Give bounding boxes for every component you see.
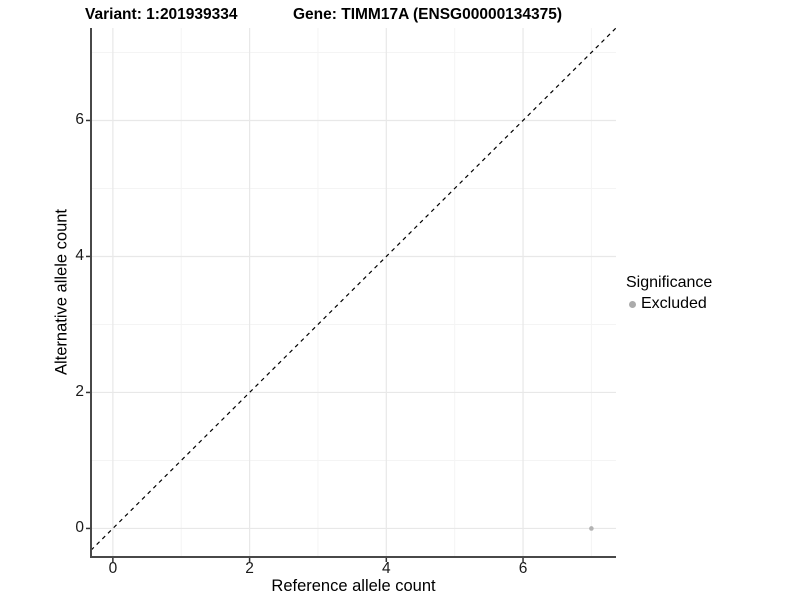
plot-title-variant: Variant: 1:201939334 bbox=[85, 6, 238, 23]
legend: Significance Excluded bbox=[626, 274, 712, 313]
x-axis-title: Reference allele count bbox=[271, 577, 436, 595]
data-point-excluded bbox=[589, 526, 594, 531]
y-tick-label-2: 2 bbox=[75, 383, 84, 401]
plot-title-gene: Gene: TIMM17A (ENSG00000134375) bbox=[293, 6, 563, 23]
legend-key-dot-icon bbox=[629, 300, 636, 308]
y-tick-label-6: 6 bbox=[75, 111, 84, 129]
x-tick-label-6: 6 bbox=[518, 560, 528, 577]
y-tick-label-4: 4 bbox=[75, 247, 84, 265]
x-tick-label-4: 4 bbox=[382, 560, 391, 577]
x-tick-label-2: 2 bbox=[245, 560, 254, 577]
x-tick-label-0: 0 bbox=[108, 560, 118, 577]
y-axis-title: Alternative allele count bbox=[52, 208, 71, 376]
legend-item-excluded: Excluded bbox=[626, 295, 712, 313]
y-tick-label-0: 0 bbox=[75, 519, 84, 537]
legend-title: Significance bbox=[626, 274, 713, 291]
legend-item-label: Excluded bbox=[641, 295, 707, 312]
identity-reference-line bbox=[90, 27, 617, 551]
